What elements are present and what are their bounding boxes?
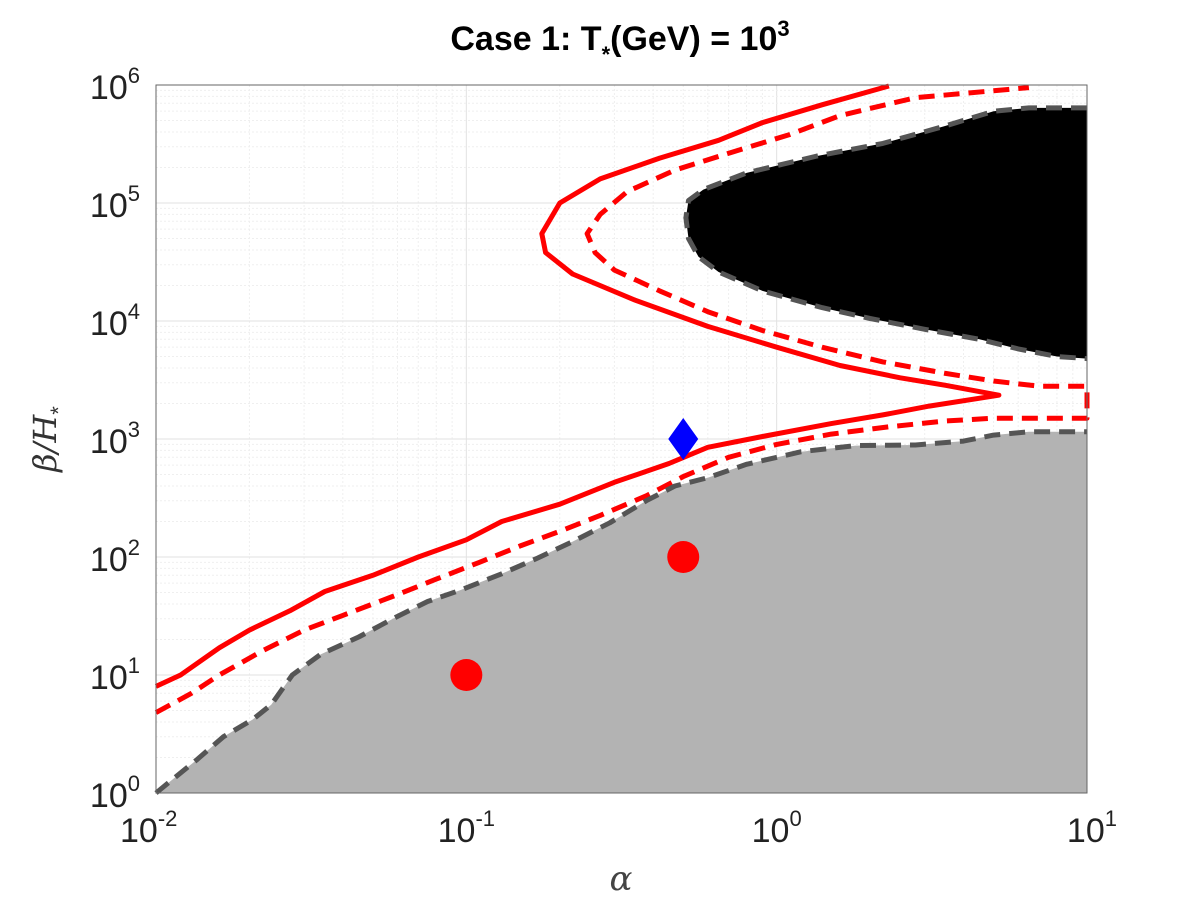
gray-dashed-upper-line (683, 105, 1088, 362)
y-tick-label: 104 (90, 299, 140, 343)
y-tick-labels: 100 101 102 103 104 105 106 (90, 63, 140, 815)
x-tick-label: 100 (752, 806, 802, 850)
x-tick-label: 10-1 (438, 806, 495, 850)
x-tick-label: 101 (1067, 806, 1117, 850)
regions (156, 107, 1087, 793)
x-tick-labels: 10-2 10-1 100 101 (120, 806, 1117, 850)
y-tick-label: 105 (90, 181, 140, 225)
y-tick-label: 101 (90, 653, 140, 697)
chart-title: Case 1: T*(GeV) = 103 (450, 16, 789, 67)
y-tick-label: 103 (90, 417, 140, 461)
blue-diamond (668, 418, 699, 460)
markers (450, 418, 700, 691)
plot-frame (155, 84, 1088, 794)
y-tick-label: 102 (90, 535, 140, 579)
gray-region (156, 431, 1087, 793)
black-region (685, 107, 1087, 359)
y-axis-label: β/H* (26, 406, 71, 473)
x-axis-label: α (610, 859, 633, 899)
red-dot-1 (450, 659, 483, 691)
x-tick-label: 10-2 (120, 806, 177, 850)
red-solid-line (154, 83, 1002, 689)
y-tick-label: 100 (90, 771, 140, 815)
gray-dashed-lower-line (154, 429, 1087, 795)
y-tick-label: 106 (90, 63, 140, 107)
red-dot-2 (667, 541, 700, 573)
